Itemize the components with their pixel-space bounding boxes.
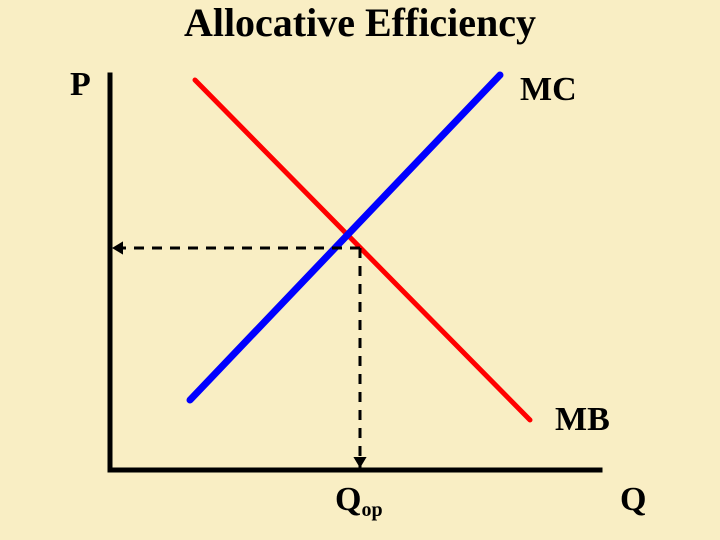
label-mb: MB bbox=[555, 401, 610, 438]
diagram-svg: Allocative EfficiencyPMCMBQQop bbox=[0, 0, 720, 540]
label-p: P bbox=[70, 66, 91, 103]
label-q: Q bbox=[620, 481, 646, 518]
label-mc: MC bbox=[520, 71, 577, 108]
title: Allocative Efficiency bbox=[184, 0, 536, 45]
diagram-stage: Allocative EfficiencyPMCMBQQop bbox=[0, 0, 720, 540]
